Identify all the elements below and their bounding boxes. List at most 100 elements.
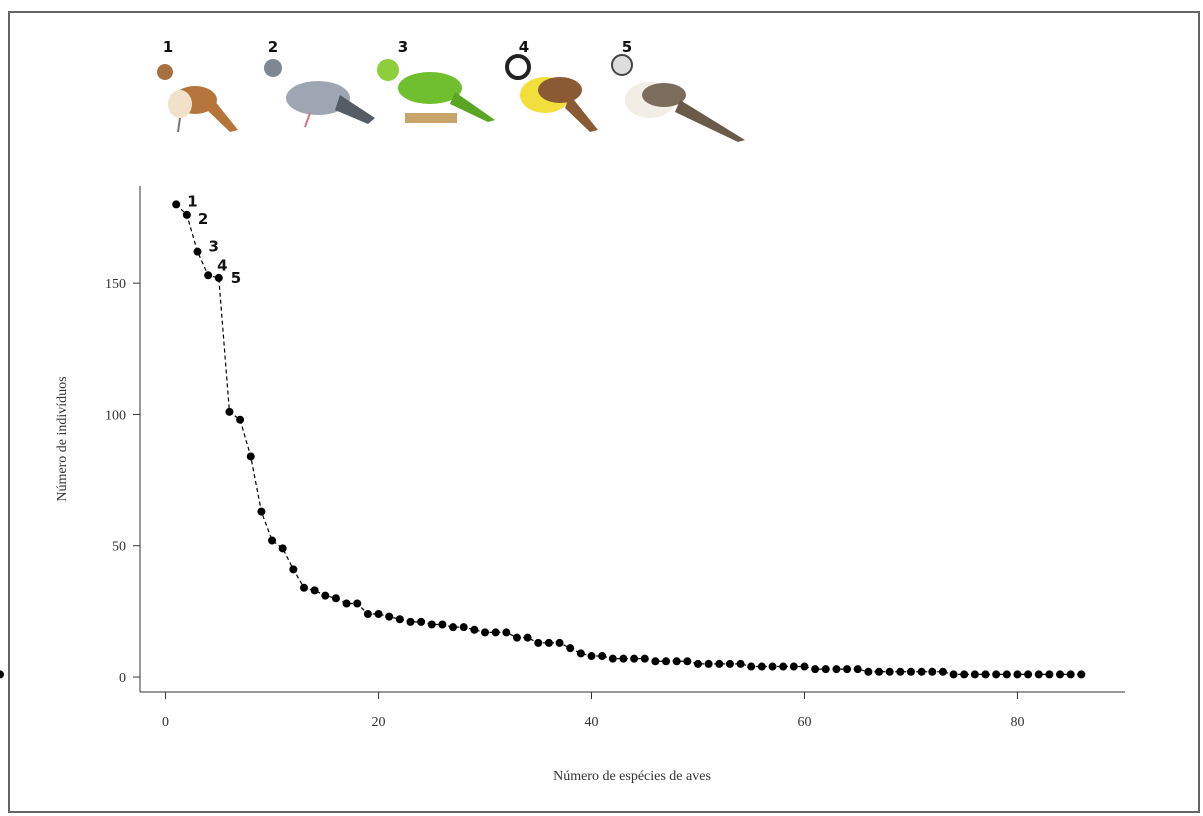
point	[417, 617, 426, 626]
point	[502, 628, 511, 637]
y-tick-label: 100	[105, 408, 126, 423]
point	[1077, 670, 1086, 679]
point	[342, 599, 351, 608]
point	[970, 670, 979, 679]
point	[555, 638, 564, 647]
point	[630, 654, 639, 663]
point	[651, 657, 660, 666]
bird-2	[264, 59, 375, 128]
point	[374, 610, 383, 619]
point	[704, 659, 713, 668]
point	[438, 620, 447, 629]
point	[204, 271, 213, 280]
point	[481, 628, 490, 637]
y-tick-label: 150	[105, 277, 126, 292]
point	[1034, 670, 1043, 679]
bird-1	[157, 64, 238, 133]
point	[683, 657, 692, 666]
point	[310, 586, 319, 595]
point	[928, 667, 937, 676]
point	[576, 649, 585, 658]
point	[0, 670, 4, 679]
point	[853, 665, 862, 674]
point	[906, 667, 915, 676]
point	[811, 665, 820, 674]
point	[385, 612, 394, 621]
point	[747, 662, 756, 671]
y-axis-title: Número de indivíduos	[55, 376, 70, 501]
point	[779, 662, 788, 671]
point	[981, 670, 990, 679]
point	[662, 657, 671, 666]
y-tick-label: 50	[112, 540, 126, 555]
point	[864, 667, 873, 676]
point	[363, 610, 372, 619]
figure-label: 4	[519, 38, 529, 56]
point	[757, 662, 766, 671]
point-label: 1	[187, 192, 197, 210]
point	[619, 654, 628, 663]
point-label: 5	[231, 269, 241, 287]
point	[960, 670, 969, 679]
x-tick-label: 40	[585, 715, 599, 730]
point	[1056, 670, 1065, 679]
point	[225, 407, 234, 416]
point	[534, 638, 543, 647]
point	[289, 565, 298, 574]
point	[1066, 670, 1075, 679]
point	[725, 659, 734, 668]
point	[843, 665, 852, 674]
point	[268, 536, 277, 545]
point	[491, 628, 500, 637]
point-label: 3	[209, 238, 219, 256]
point	[331, 594, 340, 603]
point	[715, 659, 724, 668]
point	[821, 665, 830, 674]
point	[395, 615, 404, 624]
point	[353, 599, 362, 608]
bird-4	[505, 54, 598, 132]
point	[917, 667, 926, 676]
point	[182, 210, 191, 219]
point	[512, 633, 521, 642]
point	[246, 452, 255, 461]
figure-label: 3	[398, 38, 408, 56]
point	[1002, 670, 1011, 679]
point	[875, 667, 884, 676]
point	[236, 415, 245, 424]
figure-label: 1	[163, 38, 173, 56]
point	[523, 633, 532, 642]
point	[885, 667, 894, 676]
x-tick-label: 60	[797, 715, 811, 730]
point	[832, 665, 841, 674]
point	[459, 623, 468, 632]
bird-images	[157, 54, 745, 142]
y-tick-label: 0	[119, 671, 126, 686]
frame	[8, 11, 1200, 813]
x-axis-title: Número de espécies de aves	[553, 769, 711, 784]
point	[608, 654, 617, 663]
point-label: 2	[198, 210, 208, 228]
bird-5	[611, 54, 745, 142]
point	[598, 652, 607, 661]
point	[949, 670, 958, 679]
point	[321, 591, 330, 600]
point	[992, 670, 1001, 679]
point	[672, 657, 681, 666]
point	[736, 659, 745, 668]
point	[1024, 670, 1033, 679]
x-tick-label: 20	[372, 715, 386, 730]
point	[896, 667, 905, 676]
point	[566, 644, 575, 653]
figure-label: 2	[268, 38, 278, 56]
point	[427, 620, 436, 629]
bird-3	[377, 59, 495, 123]
point	[587, 652, 596, 661]
figure-label: 5	[622, 38, 632, 56]
point	[938, 667, 947, 676]
point	[640, 654, 649, 663]
point	[278, 544, 287, 553]
point	[193, 247, 202, 256]
x-tick-label: 0	[162, 715, 169, 730]
